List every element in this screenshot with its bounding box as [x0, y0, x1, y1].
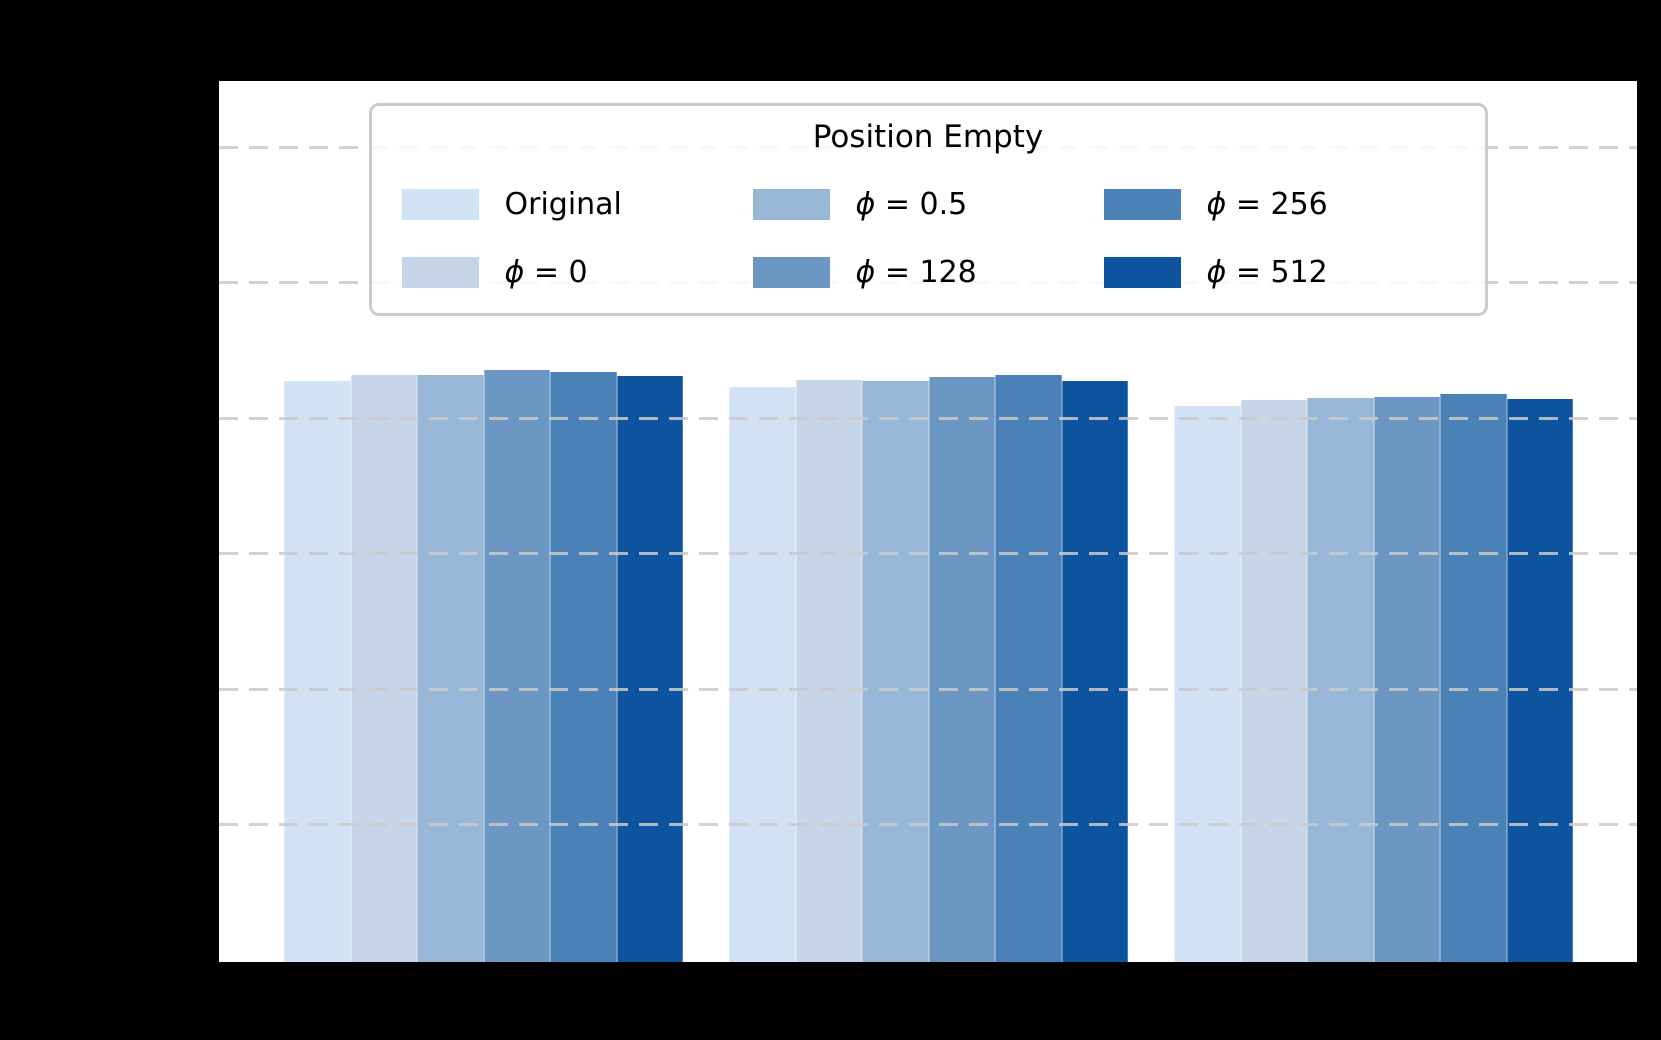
- phi-symbol: ϕ: [855, 186, 876, 222]
- legend-item: ϕ = 128: [752, 238, 1104, 306]
- legend-swatch: [401, 256, 479, 288]
- bar: [350, 375, 417, 962]
- bar: [1307, 398, 1374, 962]
- bar: [1061, 380, 1128, 962]
- phi-symbol: ϕ: [855, 254, 876, 290]
- bar: [616, 376, 683, 962]
- legend-label: ϕ = 0.5: [855, 186, 968, 222]
- legend: Position Empty Original ϕ = 0 ϕ = 0.5 ϕ = 1…: [368, 103, 1488, 316]
- bar: [795, 379, 862, 962]
- bar: [1373, 397, 1440, 962]
- legend-item: ϕ = 0: [401, 238, 753, 306]
- legend-swatch: [401, 188, 479, 220]
- legend-grid: Original ϕ = 0 ϕ = 0.5 ϕ = 128 ϕ = 256 ϕ = 51…: [401, 170, 1455, 306]
- bar: [1240, 400, 1307, 962]
- bar: [928, 377, 995, 962]
- legend-swatch: [1103, 188, 1181, 220]
- phi-symbol: ϕ: [1206, 254, 1227, 290]
- legend-item: ϕ = 0.5: [752, 170, 1104, 238]
- legend-swatch: [752, 256, 830, 288]
- legend-label: ϕ = 0: [504, 254, 588, 290]
- bar: [1506, 398, 1573, 962]
- legend-item: ϕ = 512: [1103, 238, 1455, 306]
- bar: [417, 375, 484, 962]
- bar: [284, 381, 351, 962]
- legend-label: ϕ = 128: [855, 254, 977, 290]
- legend-label: Original: [504, 186, 622, 222]
- bar-group: [729, 81, 1128, 962]
- bar-group: [1174, 81, 1573, 962]
- legend-item: Original: [401, 170, 753, 238]
- legend-item: ϕ = 256: [1103, 170, 1455, 238]
- legend-label: ϕ = 256: [1206, 186, 1328, 222]
- bar-chart: [219, 81, 1637, 962]
- legend-swatch: [1103, 256, 1181, 288]
- bar: [550, 372, 617, 962]
- bar: [729, 387, 796, 962]
- bar: [995, 375, 1062, 962]
- legend-swatch: [752, 188, 830, 220]
- plot-area: Position Empty Original ϕ = 0 ϕ = 0.5 ϕ = 1…: [219, 81, 1637, 962]
- phi-symbol: ϕ: [1206, 186, 1227, 222]
- legend-label: ϕ = 512: [1206, 254, 1328, 290]
- bar-group: [284, 81, 683, 962]
- bar: [862, 380, 929, 962]
- bar: [1174, 406, 1241, 962]
- bar: [1440, 394, 1507, 962]
- phi-symbol: ϕ: [504, 254, 525, 290]
- bar: [483, 370, 550, 962]
- legend-title: Position Empty: [812, 119, 1044, 155]
